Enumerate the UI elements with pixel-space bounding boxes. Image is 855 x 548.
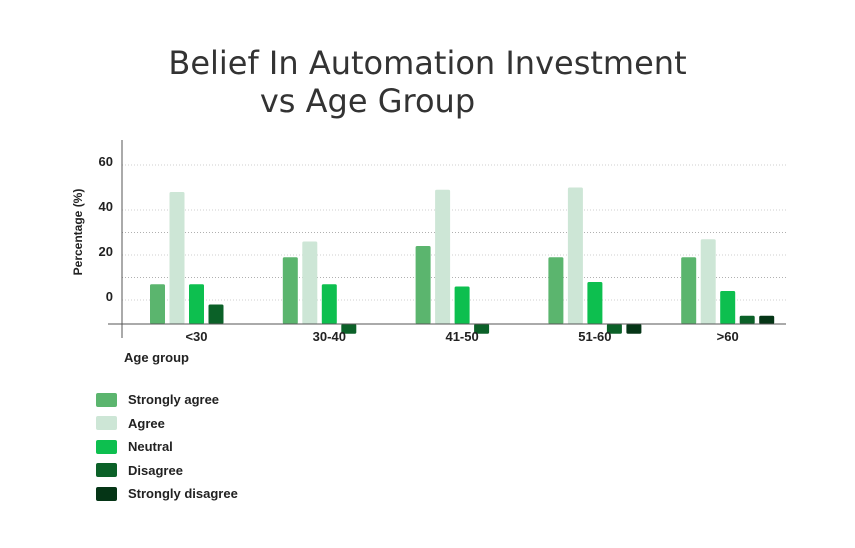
legend-swatch: [96, 486, 117, 501]
x-tick-label: 30-40: [313, 329, 346, 344]
bar-agree: [169, 192, 185, 324]
legend-label: Strongly agree: [128, 392, 220, 408]
bar-strongly-agree: [150, 284, 165, 324]
y-axis-label: Percentage (%): [71, 189, 85, 276]
x-tick-label: 41-50: [445, 329, 478, 344]
chart-legend: Strongly agree Agree Neutral Disagree Strong…: [96, 388, 238, 506]
legend-item: Strongly agree: [96, 388, 238, 412]
legend-item: Agree: [96, 412, 238, 436]
bar-strongly-disagree: [759, 315, 775, 324]
legend-swatch: [96, 392, 117, 407]
bar-agree: [567, 187, 583, 324]
bar-strongly-disagree: [626, 324, 642, 334]
x-axis-label: Age group: [124, 350, 189, 365]
legend-item: Neutral: [96, 435, 238, 459]
legend-label: Agree: [128, 415, 165, 431]
y-tick-label: 40: [99, 199, 113, 214]
legend-swatch: [96, 416, 117, 431]
bar-disagree: [474, 324, 490, 334]
chart-title-line-1: Belief In Automation Investment: [168, 44, 687, 82]
bar-disagree: [341, 324, 357, 334]
y-tick-label: 20: [99, 244, 113, 259]
legend-label: Strongly disagree: [128, 486, 238, 502]
bar-disagree: [606, 324, 622, 334]
bar-disagree: [739, 315, 755, 324]
legend-swatch: [96, 439, 117, 454]
bar-strongly-agree: [415, 246, 431, 324]
bar-neutral: [321, 284, 337, 324]
bar-agree: [700, 239, 716, 324]
bar-strongly-agree: [548, 257, 564, 324]
y-tick-label: 60: [99, 154, 113, 169]
legend-label: Disagree: [128, 462, 183, 478]
x-tick-label: <30: [185, 329, 207, 344]
bar-agree: [435, 189, 451, 324]
bar-neutral: [189, 284, 204, 324]
bar-strongly-agree: [681, 257, 697, 324]
legend-swatch: [96, 463, 117, 478]
bar-neutral: [720, 291, 736, 324]
chart-title-line-2: vs Age Group: [259, 82, 476, 120]
bar-neutral: [587, 282, 603, 324]
legend-item: Disagree: [96, 459, 238, 483]
chart-title: Belief In Automation Investment vs Age G…: [0, 44, 855, 120]
y-tick-label: 0: [106, 289, 113, 304]
legend-label: Neutral: [128, 439, 173, 455]
bar-neutral: [454, 286, 470, 324]
bar-disagree: [208, 304, 224, 324]
bar-agree: [302, 241, 318, 324]
x-tick-label: 51-60: [578, 329, 611, 344]
x-tick-label: >60: [717, 329, 739, 344]
bar-strongly-agree: [282, 257, 298, 324]
legend-item: Strongly disagree: [96, 482, 238, 506]
